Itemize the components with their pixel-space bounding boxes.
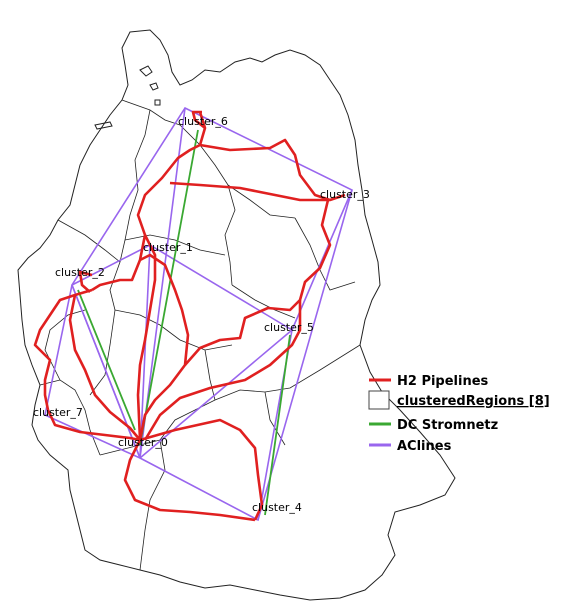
state-boundaries bbox=[39, 99, 361, 571]
legend-label-regions[interactable]: clusteredRegions [8] bbox=[397, 394, 550, 409]
cluster-label-4: cluster_4 bbox=[252, 501, 302, 514]
islands bbox=[94, 65, 161, 130]
cluster-label-6: cluster_6 bbox=[178, 115, 228, 128]
legend-label-ac: AClines bbox=[397, 439, 452, 454]
legend-swatch-regions bbox=[368, 390, 390, 410]
cluster-label-0: cluster_0 bbox=[118, 436, 168, 449]
ac-lines bbox=[44, 106, 353, 522]
cluster-label-7: cluster_7 bbox=[33, 406, 83, 419]
cluster-labels: cluster_0 cluster_1 cluster_2 cluster_3 … bbox=[33, 115, 370, 514]
cluster-label-3: cluster_3 bbox=[320, 188, 370, 201]
legend: H2 Pipelines clusteredRegions [8] DC Str… bbox=[368, 374, 550, 454]
legend-label-dc: DC Stromnetz bbox=[397, 418, 498, 433]
dc-lines bbox=[77, 129, 291, 516]
legend-label-h2: H2 Pipelines bbox=[397, 374, 489, 389]
h2-pipelines bbox=[33, 110, 346, 522]
cluster-label-1: cluster_1 bbox=[143, 241, 193, 254]
cluster-label-2: cluster_2 bbox=[55, 266, 105, 279]
cluster-label-5: cluster_5 bbox=[264, 321, 314, 334]
country-outline bbox=[17, 29, 456, 601]
